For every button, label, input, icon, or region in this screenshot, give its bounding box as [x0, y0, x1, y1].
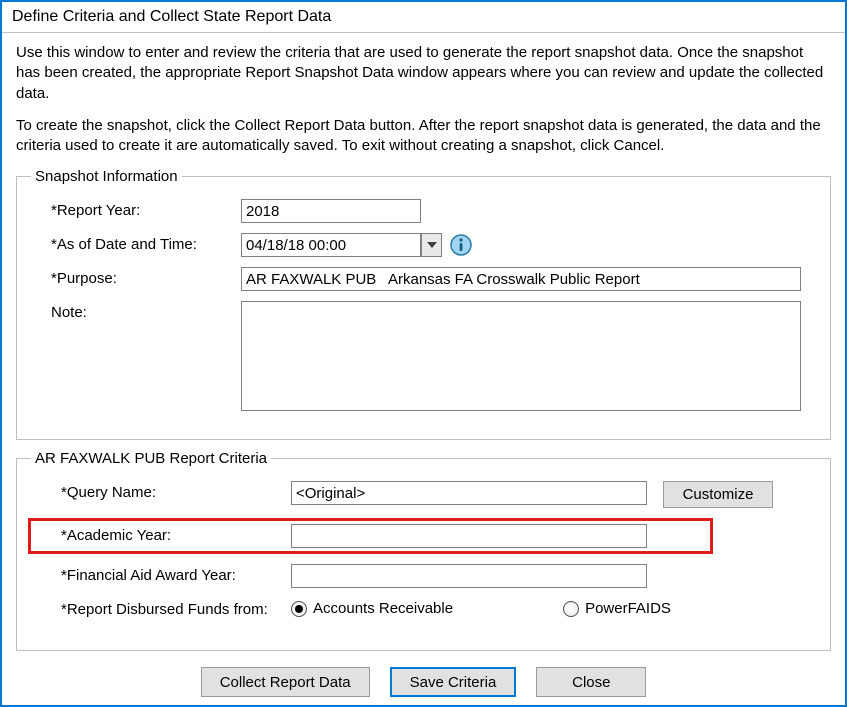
- accounts-receivable-label: Accounts Receivable: [313, 600, 453, 617]
- note-textarea[interactable]: [241, 301, 801, 411]
- report-year-label: *Report Year:: [31, 199, 241, 219]
- query-name-input[interactable]: [291, 481, 647, 505]
- query-name-row: *Query Name: Customize: [31, 481, 816, 508]
- note-row: Note:: [31, 301, 816, 411]
- snapshot-information-group: Snapshot Information *Report Year: *As o…: [16, 168, 831, 440]
- as-of-label: *As of Date and Time:: [31, 233, 241, 253]
- disbursed-funds-label: *Report Disbursed Funds from:: [31, 598, 291, 618]
- powerfaids-radio[interactable]: PowerFAIDS: [563, 600, 671, 617]
- save-criteria-button[interactable]: Save Criteria: [390, 667, 517, 697]
- close-button[interactable]: Close: [536, 667, 646, 697]
- academic-year-input[interactable]: [291, 524, 647, 548]
- powerfaids-label: PowerFAIDS: [585, 600, 671, 617]
- info-icon[interactable]: [450, 234, 472, 256]
- as-of-datetime-input[interactable]: [241, 233, 421, 257]
- report-year-row: *Report Year:: [31, 199, 816, 223]
- title-divider: [2, 32, 845, 33]
- window: Define Criteria and Collect State Report…: [0, 0, 847, 707]
- collect-report-data-button[interactable]: Collect Report Data: [201, 667, 370, 697]
- academic-year-row-highlighted: *Academic Year:: [28, 518, 713, 554]
- accounts-receivable-radio[interactable]: Accounts Receivable: [291, 600, 453, 617]
- window-title: Define Criteria and Collect State Report…: [2, 2, 845, 28]
- snapshot-information-legend: Snapshot Information: [31, 168, 182, 185]
- report-criteria-legend: AR FAXWALK PUB Report Criteria: [31, 450, 271, 467]
- as-of-datetime-control: [241, 233, 442, 257]
- chevron-down-icon: [427, 242, 437, 248]
- as-of-row: *As of Date and Time:: [31, 233, 816, 257]
- academic-year-label: *Academic Year:: [31, 524, 291, 544]
- financial-aid-year-row: *Financial Aid Award Year:: [31, 564, 816, 588]
- intro-paragraph-2: To create the snapshot, click the Collec…: [16, 116, 831, 157]
- purpose-label: *Purpose:: [31, 267, 241, 287]
- report-criteria-group: AR FAXWALK PUB Report Criteria *Query Na…: [16, 450, 831, 651]
- purpose-row: *Purpose:: [31, 267, 816, 291]
- disbursed-funds-row: *Report Disbursed Funds from: Accounts R…: [31, 598, 816, 618]
- intro-text-block: Use this window to enter and review the …: [2, 43, 845, 156]
- note-label: Note:: [31, 301, 241, 321]
- as-of-dropdown-button[interactable]: [421, 233, 442, 257]
- financial-aid-year-label: *Financial Aid Award Year:: [31, 564, 291, 584]
- intro-paragraph-1: Use this window to enter and review the …: [16, 43, 831, 104]
- radio-icon: [563, 601, 579, 617]
- disbursed-funds-radio-group: Accounts Receivable PowerFAIDS: [291, 598, 671, 617]
- financial-aid-year-input[interactable]: [291, 564, 647, 588]
- action-buttons-row: Collect Report Data Save Criteria Close: [2, 657, 845, 697]
- report-year-input[interactable]: [241, 199, 421, 223]
- customize-button[interactable]: Customize: [663, 481, 773, 508]
- radio-icon: [291, 601, 307, 617]
- purpose-input[interactable]: [241, 267, 801, 291]
- query-name-label: *Query Name:: [31, 481, 291, 501]
